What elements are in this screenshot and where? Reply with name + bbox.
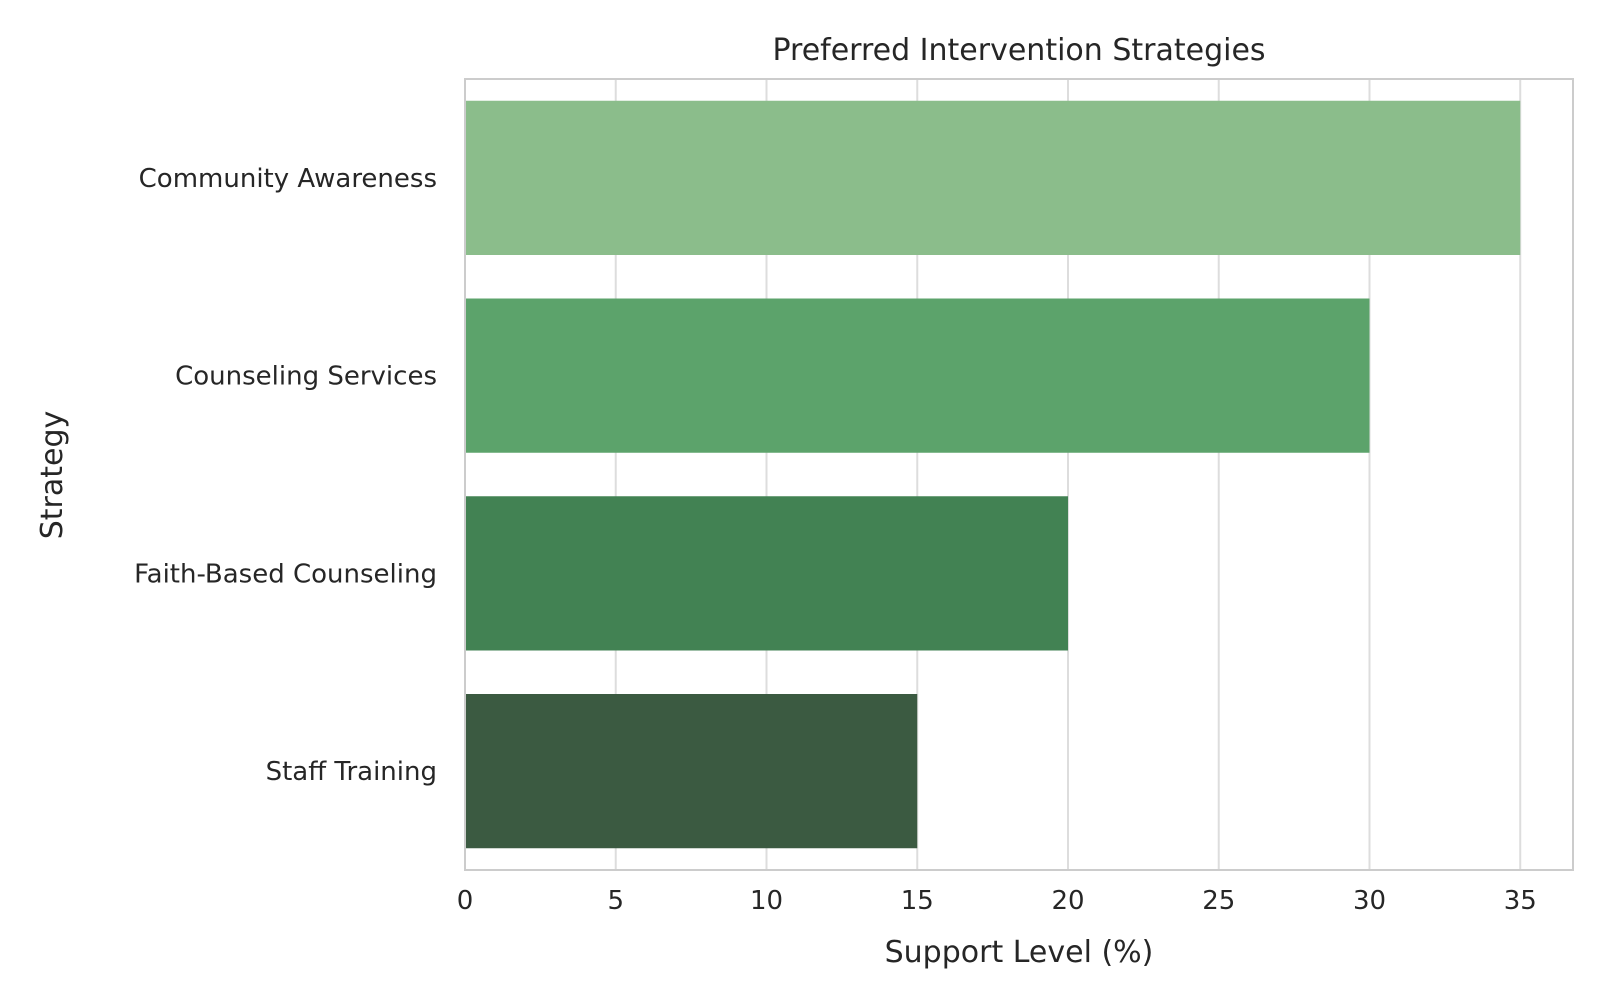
plot-frame bbox=[464, 78, 1574, 871]
chart-title: Preferred Intervention Strategies bbox=[772, 33, 1265, 68]
y-tick-label: Counseling Services bbox=[175, 362, 437, 392]
y-tick-label: Community Awareness bbox=[139, 164, 437, 194]
x-tick-label: 20 bbox=[1051, 886, 1084, 916]
x-tick-label: 15 bbox=[901, 886, 934, 916]
y-tick-label: Staff Training bbox=[266, 757, 437, 787]
x-tick-labels: 0 5 10 15 20 25 30 35 bbox=[457, 886, 1537, 916]
y-tick-label: Faith-Based Counseling bbox=[134, 559, 437, 589]
x-tick-label: 25 bbox=[1202, 886, 1235, 916]
x-tick-label: 5 bbox=[607, 886, 624, 916]
x-tick-label: 10 bbox=[750, 886, 783, 916]
x-tick-label: 30 bbox=[1353, 886, 1386, 916]
y-tick-labels: Community Awareness Counseling Services Fa… bbox=[134, 164, 437, 787]
x-tick-label: 35 bbox=[1504, 886, 1537, 916]
bar bbox=[465, 100, 1521, 255]
bar bbox=[465, 298, 1370, 453]
bar bbox=[465, 496, 1068, 651]
x-tick-label: 0 bbox=[457, 886, 474, 916]
x-axis-title: Support Level (%) bbox=[885, 935, 1154, 970]
bars bbox=[465, 100, 1521, 849]
bar bbox=[465, 694, 918, 849]
y-axis-title: Strategy bbox=[35, 411, 70, 540]
